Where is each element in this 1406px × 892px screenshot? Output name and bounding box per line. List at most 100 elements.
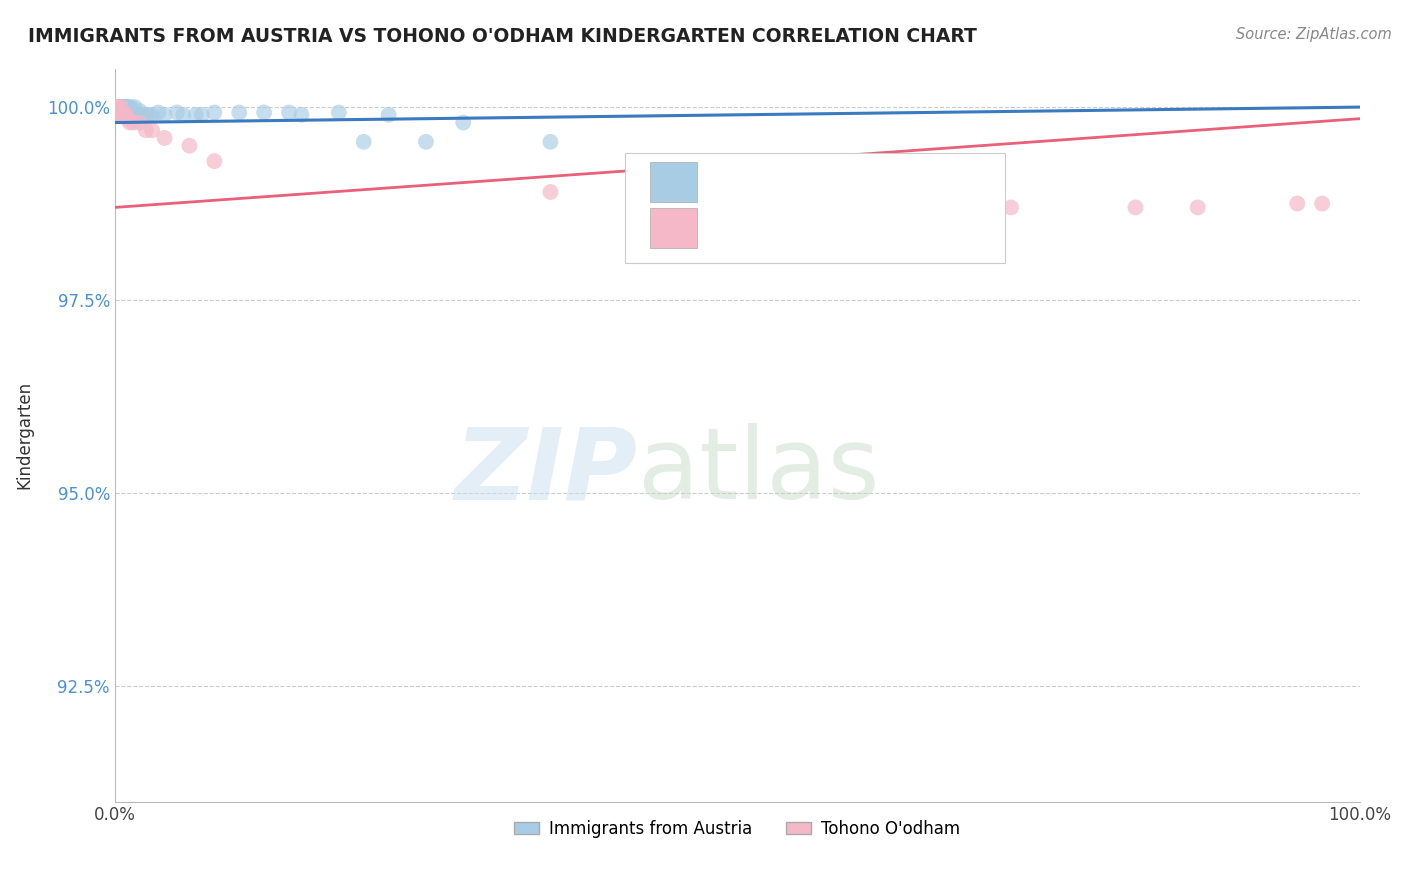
Point bbox=[278, 105, 301, 120]
Point bbox=[179, 138, 201, 153]
Point bbox=[131, 108, 153, 122]
Point bbox=[202, 105, 225, 120]
Text: 0.444: 0.444 bbox=[766, 219, 818, 237]
Text: N =: N = bbox=[865, 173, 903, 191]
Point bbox=[538, 135, 561, 149]
Point bbox=[115, 100, 138, 114]
Point bbox=[328, 105, 350, 120]
Point bbox=[115, 100, 138, 114]
Point bbox=[105, 100, 128, 114]
Text: ZIP: ZIP bbox=[454, 423, 637, 520]
Point bbox=[110, 108, 132, 122]
Point bbox=[105, 103, 128, 118]
Point bbox=[104, 100, 127, 114]
Point bbox=[104, 100, 127, 114]
Point bbox=[108, 100, 131, 114]
Text: Source: ZipAtlas.com: Source: ZipAtlas.com bbox=[1236, 27, 1392, 42]
Text: R =: R = bbox=[710, 219, 745, 237]
Point bbox=[377, 108, 399, 122]
Point bbox=[107, 100, 129, 114]
Point bbox=[453, 115, 475, 129]
Point bbox=[115, 100, 138, 114]
Point bbox=[107, 100, 129, 114]
Point bbox=[115, 108, 138, 122]
Point bbox=[112, 100, 135, 114]
Point bbox=[114, 108, 136, 122]
Point bbox=[107, 100, 129, 114]
Point bbox=[118, 115, 141, 129]
Point bbox=[122, 115, 145, 129]
Point bbox=[110, 100, 132, 114]
Point bbox=[876, 201, 898, 215]
FancyBboxPatch shape bbox=[650, 162, 697, 202]
Point bbox=[148, 105, 170, 120]
Text: R =: R = bbox=[710, 173, 745, 191]
Point bbox=[124, 100, 146, 114]
Point bbox=[107, 108, 129, 122]
Text: atlas: atlas bbox=[637, 423, 879, 520]
Point bbox=[153, 108, 176, 122]
Point bbox=[1310, 196, 1333, 211]
Point bbox=[1286, 196, 1309, 211]
Point bbox=[1125, 201, 1147, 215]
Point bbox=[111, 100, 134, 114]
Text: N =: N = bbox=[865, 219, 903, 237]
Point bbox=[105, 100, 128, 114]
Point bbox=[538, 185, 561, 199]
FancyBboxPatch shape bbox=[650, 208, 697, 249]
Point bbox=[415, 135, 437, 149]
Point bbox=[110, 100, 132, 114]
Point bbox=[104, 100, 127, 114]
Point bbox=[104, 100, 127, 114]
Point bbox=[112, 100, 135, 114]
Point bbox=[122, 108, 145, 122]
Point bbox=[253, 105, 276, 120]
Point bbox=[115, 100, 138, 114]
Point bbox=[115, 112, 138, 126]
Point bbox=[105, 100, 128, 114]
Point bbox=[128, 103, 150, 118]
Point bbox=[105, 100, 128, 114]
Point bbox=[141, 123, 163, 137]
Y-axis label: Kindergarten: Kindergarten bbox=[15, 381, 32, 489]
Point bbox=[108, 100, 131, 114]
Point bbox=[135, 123, 157, 137]
Point bbox=[166, 105, 188, 120]
Point bbox=[107, 100, 129, 114]
Text: 30: 30 bbox=[928, 219, 950, 237]
Point bbox=[104, 100, 127, 114]
Point bbox=[105, 100, 128, 114]
Point bbox=[127, 108, 149, 122]
Point bbox=[172, 108, 194, 122]
Point bbox=[111, 108, 134, 122]
Point bbox=[1000, 201, 1022, 215]
Point bbox=[110, 100, 132, 114]
Point bbox=[110, 100, 132, 114]
Point bbox=[202, 154, 225, 169]
Legend: Immigrants from Austria, Tohono O'odham: Immigrants from Austria, Tohono O'odham bbox=[508, 814, 967, 845]
Point bbox=[107, 100, 129, 114]
Point bbox=[153, 131, 176, 145]
Text: 0.255: 0.255 bbox=[766, 173, 818, 191]
Point bbox=[117, 100, 139, 114]
Point bbox=[118, 108, 141, 122]
Point bbox=[108, 100, 131, 114]
Text: IMMIGRANTS FROM AUSTRIA VS TOHONO O'ODHAM KINDERGARTEN CORRELATION CHART: IMMIGRANTS FROM AUSTRIA VS TOHONO O'ODHA… bbox=[28, 27, 977, 45]
Point bbox=[108, 100, 131, 114]
Point bbox=[353, 135, 375, 149]
Point bbox=[104, 100, 127, 114]
FancyBboxPatch shape bbox=[626, 153, 1005, 263]
Point bbox=[789, 196, 811, 211]
Point bbox=[111, 100, 134, 114]
Point bbox=[108, 108, 131, 122]
Point bbox=[128, 115, 150, 129]
Point bbox=[104, 100, 127, 114]
Point bbox=[184, 108, 207, 122]
Point bbox=[112, 108, 135, 122]
Point bbox=[120, 100, 142, 114]
Point bbox=[1187, 201, 1209, 215]
Point bbox=[228, 105, 250, 120]
Point bbox=[138, 108, 160, 122]
Point bbox=[111, 100, 134, 114]
Point bbox=[114, 100, 136, 114]
